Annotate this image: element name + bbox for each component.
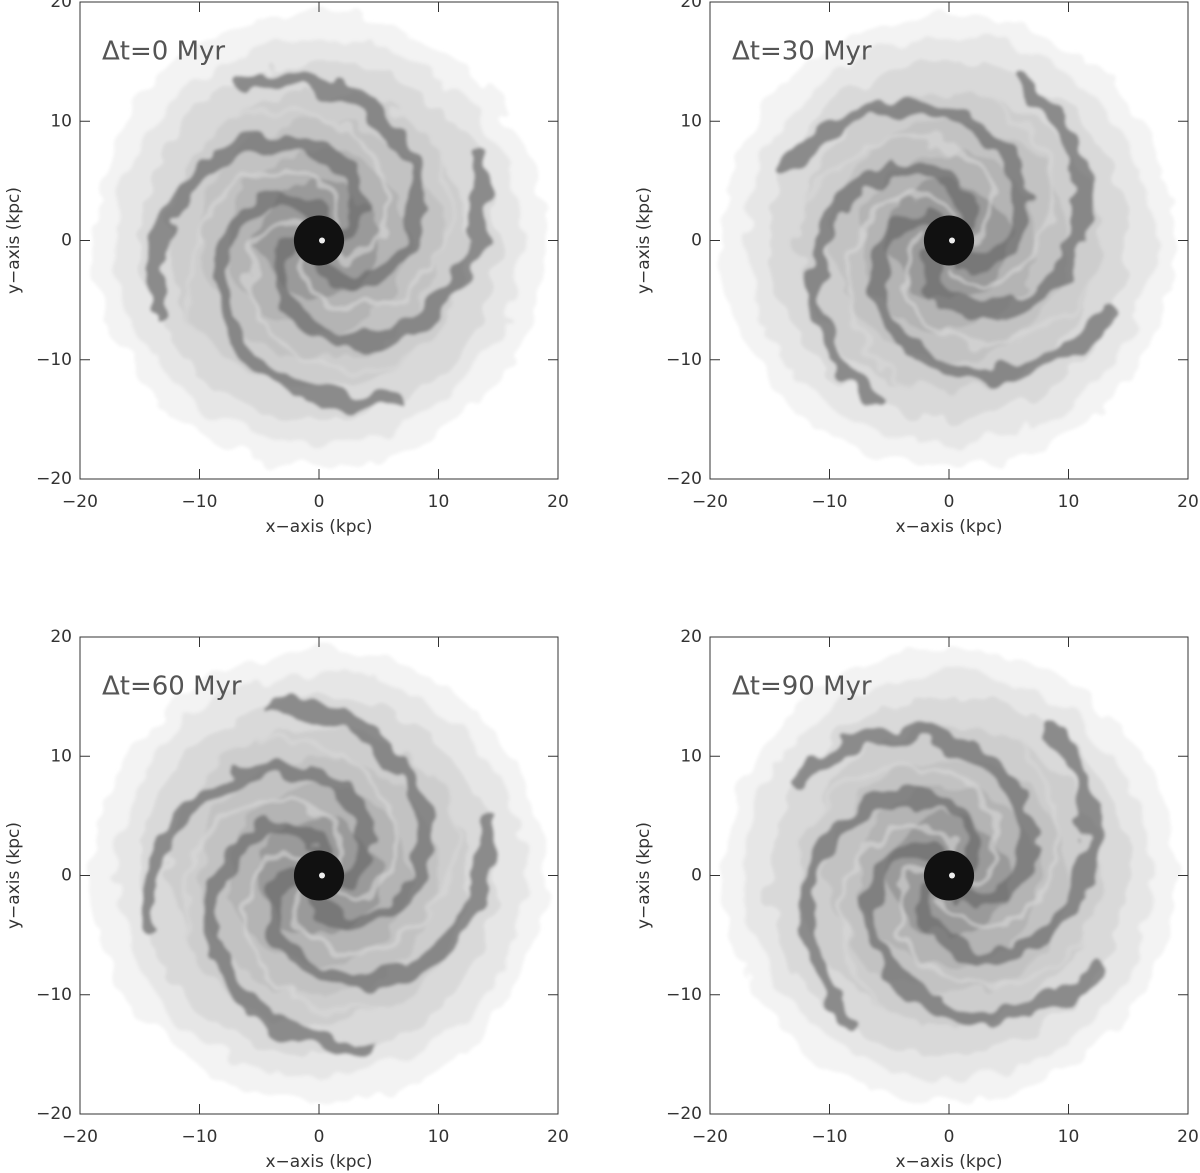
spiral-arm-gap	[773, 763, 1002, 913]
spiral-arm-gap	[780, 135, 996, 307]
panel: −20 −10 0 10 20 −20 −10 0 10 20 x−axis (kpc) y−axis…	[634, 627, 1199, 1172]
x-tick-label: 0	[314, 1127, 325, 1147]
y-tick-label: 0	[691, 231, 702, 251]
x-tick-label: 10	[428, 1127, 450, 1147]
spiral-arm	[141, 761, 374, 933]
x-axis-label: x−axis (kpc)	[895, 517, 1002, 537]
spiral-arm-gap	[161, 735, 397, 901]
density-map	[721, 13, 1177, 468]
spiral-arm	[148, 133, 369, 327]
spiral-arm-gap	[837, 823, 987, 1052]
y-tick-label: 0	[61, 231, 72, 251]
y-tick-label: 20	[50, 627, 72, 647]
spiral-arm-gap	[247, 220, 489, 374]
spiral-arm	[779, 98, 1030, 269]
spiral-arm-gap	[882, 71, 1054, 287]
annotation: Δt=90 Myr	[732, 672, 872, 702]
x-tick-label: −10	[812, 492, 848, 512]
y-tick-label: 0	[691, 866, 702, 886]
x-tick-label: 0	[314, 492, 325, 512]
x-tick-label: 0	[944, 1127, 955, 1147]
spiral-arm-gap	[896, 838, 1125, 988]
x-tick-label: −10	[812, 1127, 848, 1147]
spiral-arm	[862, 842, 1105, 1025]
spiral-arm-gap	[844, 194, 1016, 410]
spiral-arm	[261, 698, 434, 931]
panel: −20 −10 0 10 20 −20 −10 0 10 20 x−axis (kpc) y−axis…	[4, 627, 569, 1172]
spiral-arm-gap	[179, 797, 344, 1033]
y-tick-label: −20	[666, 1104, 702, 1124]
y-axis-label: y−axis (kpc)	[634, 822, 654, 929]
y-tick-label: 10	[680, 111, 702, 131]
x-tick-label: −10	[182, 1127, 218, 1147]
x-tick-label: 20	[547, 492, 569, 512]
x-tick-label: 0	[944, 492, 955, 512]
panel: −20 −10 0 10 20 −20 −10 0 10 20 x−axis (kpc) y−axis…	[634, 0, 1199, 537]
y-tick-label: 10	[50, 111, 72, 131]
y-axis-label: y−axis (kpc)	[4, 822, 24, 929]
spiral-arm-gap	[241, 850, 477, 1016]
y-tick-label: 10	[680, 746, 702, 766]
x-tick-label: −20	[62, 1127, 98, 1147]
spiral-arm-gap	[149, 107, 391, 261]
y-axis-label: y−axis (kpc)	[634, 187, 654, 294]
y-tick-label: 20	[50, 0, 72, 12]
x-tick-label: −20	[62, 492, 98, 512]
x-tick-label: 10	[428, 492, 450, 512]
spiral-arm	[920, 70, 1092, 321]
spiral-arm-gap	[902, 174, 1118, 346]
y-tick-label: −10	[666, 350, 702, 370]
spiral-arm	[269, 154, 490, 348]
density-map	[91, 13, 547, 468]
core-dot	[949, 872, 955, 879]
spiral-arm	[204, 820, 377, 1053]
y-tick-label: −20	[36, 1104, 72, 1124]
spiral-arm-gap	[911, 699, 1061, 928]
core-dot	[949, 237, 955, 244]
spiral-arm-gap	[298, 70, 452, 312]
x-tick-label: −10	[182, 492, 218, 512]
spiral-arm	[868, 212, 1119, 383]
spiral-arm	[211, 191, 406, 411]
x-tick-label: −20	[692, 1127, 728, 1147]
spiral-arm-gap	[186, 169, 340, 411]
x-axis-label: x−axis (kpc)	[895, 1152, 1002, 1172]
y-tick-label: 10	[50, 746, 72, 766]
annotation: Δt=30 Myr	[732, 37, 872, 67]
density-map	[91, 648, 547, 1103]
spiral-arm	[916, 720, 1099, 963]
x-tick-label: 20	[1177, 492, 1199, 512]
density-map	[721, 648, 1177, 1103]
y-tick-label: −20	[666, 469, 702, 489]
x-tick-label: −20	[692, 492, 728, 512]
core-dot	[319, 872, 325, 879]
x-axis-label: x−axis (kpc)	[265, 1152, 372, 1172]
y-tick-label: −20	[36, 469, 72, 489]
core-dot	[319, 237, 325, 244]
x-tick-label: 20	[1177, 1127, 1199, 1147]
panel: −20 −10 0 10 20 −20 −10 0 10 20 x−axis (kpc) y−axis…	[4, 0, 569, 537]
y-tick-label: −10	[36, 350, 72, 370]
y-tick-label: 20	[680, 0, 702, 12]
spiral-arm	[799, 788, 982, 1031]
spiral-arm	[264, 818, 497, 990]
x-axis-label: x−axis (kpc)	[265, 517, 372, 537]
spiral-arm	[793, 726, 1036, 909]
x-tick-label: 10	[1058, 1127, 1080, 1147]
spiral-arm	[232, 70, 427, 290]
spiral-arm	[806, 160, 978, 411]
annotation: Δt=0 Myr	[102, 37, 225, 67]
x-tick-label: 20	[547, 1127, 569, 1147]
x-tick-label: 10	[1058, 492, 1080, 512]
y-tick-label: 0	[61, 866, 72, 886]
annotation: Δt=60 Myr	[102, 672, 242, 702]
y-tick-label: 20	[680, 627, 702, 647]
spiral-arm-gap	[294, 718, 459, 954]
y-tick-label: −10	[36, 985, 72, 1005]
y-tick-label: −10	[666, 985, 702, 1005]
y-axis-label: y−axis (kpc)	[4, 187, 24, 294]
